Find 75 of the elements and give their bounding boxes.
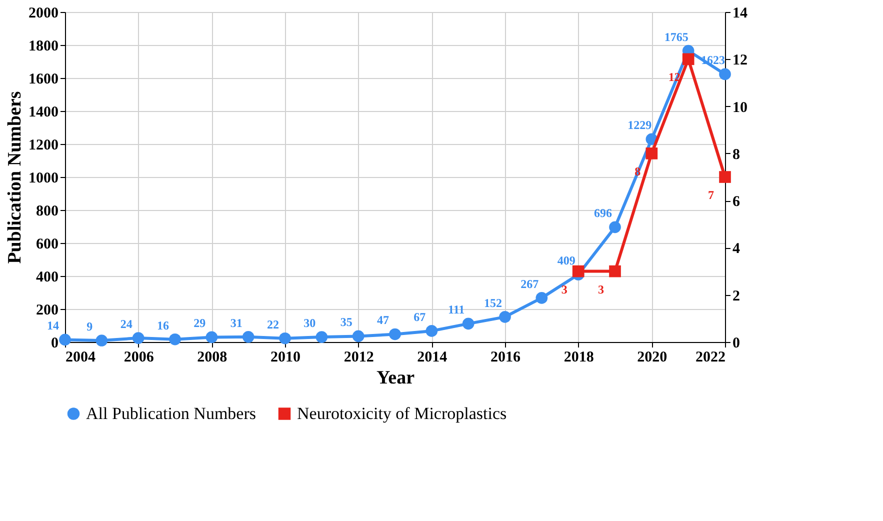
- y-tick-label: 1400: [28, 104, 58, 120]
- y2-tick-label: 10: [732, 100, 748, 116]
- x-tick-label: 2014: [417, 350, 448, 366]
- y-tick-label: 400: [36, 270, 58, 286]
- y2-tick-label: 14: [732, 6, 748, 22]
- y-tick-label: 1800: [28, 38, 58, 54]
- data-label: 30: [304, 316, 316, 330]
- y-tick-label: 800: [36, 204, 58, 220]
- point: [719, 68, 731, 80]
- y-tick-label: 200: [36, 302, 58, 318]
- point: [719, 171, 731, 183]
- data-label: 31: [230, 316, 242, 330]
- data-label: 111: [448, 302, 465, 317]
- y-tick-label: 1600: [28, 72, 58, 88]
- point: [609, 265, 621, 278]
- data-label: 152: [484, 296, 502, 310]
- y2-tick-label: 6: [732, 194, 740, 210]
- point: [169, 333, 181, 346]
- point: [462, 318, 474, 330]
- x-tick-label: 2018: [564, 350, 594, 366]
- data-label: 14: [47, 318, 59, 333]
- data-label: 67: [414, 310, 426, 324]
- data-label: 24: [120, 317, 132, 332]
- point: [536, 292, 548, 304]
- data-label: 267: [520, 276, 539, 291]
- y2-tick-label: 2: [732, 288, 740, 304]
- point: [316, 331, 328, 343]
- point: [352, 330, 364, 342]
- x-tick-label: 2004: [66, 350, 96, 366]
- point: [132, 332, 144, 344]
- y2-tick-label: 8: [732, 146, 740, 163]
- x-tick-label: 2012: [344, 350, 374, 366]
- data-label: 1229: [628, 118, 652, 132]
- y-tick-label: 2000: [28, 6, 58, 22]
- y2-tick-label: 0: [732, 336, 740, 352]
- point: [499, 311, 511, 323]
- x-tick-label: 2008: [197, 350, 228, 366]
- x-axis-title: Year: [376, 368, 416, 388]
- point: [426, 325, 438, 337]
- point: [279, 332, 291, 344]
- point: [96, 334, 108, 346]
- y-tick-label: 0: [51, 336, 58, 352]
- legend-label: All Publication Numbers: [86, 404, 256, 423]
- data-label: 696: [594, 206, 612, 220]
- point: [609, 221, 621, 234]
- data-label: 22: [267, 317, 279, 332]
- point: [59, 334, 71, 346]
- x-tick-label: 2010: [270, 350, 300, 366]
- y-axis-title: Publication Numbers: [4, 91, 26, 264]
- x-tick-label: 2016: [490, 350, 521, 366]
- point: [206, 331, 218, 344]
- data-label: 409: [557, 254, 576, 268]
- x-tick-label: 2006: [124, 350, 154, 366]
- data-label: 7: [708, 188, 714, 202]
- y2-tick-label: 4: [732, 241, 740, 258]
- data-label: 16: [157, 318, 169, 332]
- point: [646, 148, 658, 160]
- point: [682, 53, 694, 66]
- point: [242, 330, 254, 343]
- data-label: 29: [194, 316, 206, 330]
- x-tick-label: 2020: [637, 350, 668, 366]
- data-label: 3: [561, 282, 568, 296]
- legend-label: Neurotoxicity of Microplastics: [297, 404, 507, 423]
- data-label: 35: [340, 315, 352, 330]
- point: [572, 265, 584, 278]
- y2-tick-label: 12: [732, 52, 748, 69]
- point: [389, 328, 401, 340]
- y-tick-label: 1200: [28, 138, 58, 154]
- y-tick-label: 1000: [28, 170, 58, 186]
- data-label: 9: [86, 320, 93, 334]
- data-label: 1765: [664, 30, 688, 44]
- y-tick-label: 600: [36, 236, 58, 252]
- data-label: 3: [598, 282, 604, 296]
- x-tick-label: 2022: [696, 350, 726, 366]
- data-label: 47: [377, 313, 389, 328]
